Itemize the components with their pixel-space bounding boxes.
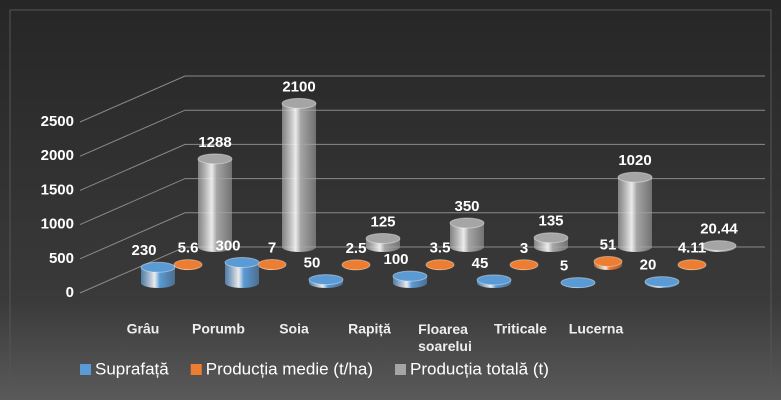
data-label: 1020 [618,152,651,169]
x-tick-label: Grâu [127,321,160,337]
cylinder-body [141,267,175,288]
y-tick-label: 500 [49,250,74,267]
cylinder-top [644,276,680,288]
cylinder-body [282,103,316,252]
cylinder [341,259,371,271]
cylinder-top [365,232,401,244]
cylinder [224,256,260,288]
cylinder-top [560,277,596,289]
y-tick-label: 1500 [41,181,74,198]
cylinder [644,276,680,288]
data-label: 5.6 [178,240,199,257]
data-label: 20 [640,257,657,274]
cylinder [533,232,569,252]
legend-swatch [394,364,406,375]
cylinder [701,240,737,252]
cylinder [140,261,176,288]
cylinder [509,259,539,271]
data-label: 5 [560,258,568,275]
cylinder-top [173,259,203,271]
cylinder [197,153,233,252]
cylinder-top [677,259,707,271]
cylinder [257,259,287,271]
cylinder [593,256,623,270]
cylinder-top [341,259,371,271]
cylinder [677,259,707,271]
cylinder-top [476,274,512,286]
legend-swatch [190,364,202,375]
cylinder-top [392,270,428,282]
grid-line [79,109,765,157]
cylinder-top [533,232,569,244]
legend-label: Producția totală (t) [410,359,549,378]
y-tick-label: 2500 [41,113,74,130]
cylinder [425,259,455,271]
data-label: 350 [454,198,479,215]
cylinder-body [198,158,232,252]
grid-line [79,246,765,294]
cylinder-top [701,240,737,252]
cylinder-top [308,274,344,286]
cylinder-top [617,171,653,183]
cylinder-top [197,153,233,165]
data-label: 300 [215,237,240,254]
y-tick-label: 1000 [41,216,74,233]
data-label: 230 [131,242,156,259]
cylinder [173,259,203,271]
y-tick-label: 0 [66,284,74,301]
data-label: 51 [600,236,617,253]
data-label: 20.44 [700,221,738,238]
x-tick-label: Rapiță [348,321,391,337]
cylinder [365,232,401,252]
data-label: 2100 [282,78,315,95]
cylinder [476,274,512,288]
grid-line [79,178,765,226]
grid-line [79,143,765,191]
cylinder-top [281,97,317,109]
grid-line [79,212,765,260]
data-label: 100 [383,251,408,268]
cylinder [449,217,485,252]
cylinder-body [618,177,652,252]
cylinder [560,277,596,289]
x-tick-label: Porumb [192,321,245,337]
data-label: 50 [304,255,321,272]
x-tick-label: Triticale [494,321,547,337]
data-label: 2.5 [346,240,367,257]
cylinder [308,274,344,288]
data-label: 3 [520,240,528,257]
legend-label: Producția medie (t/ha) [206,359,373,378]
grid-line [79,75,765,123]
cylinder-top [593,256,623,268]
cylinder-body [450,223,484,252]
data-label: 7 [268,239,276,256]
cylinder-top [257,259,287,271]
x-tick-label: Soia [279,321,309,337]
x-tick-label: Lucerna [569,321,624,337]
data-label: 1288 [198,134,231,151]
cylinder-top [224,256,260,268]
y-tick-label: 2000 [41,147,74,164]
cylinder [617,171,653,252]
cylinder-top [509,259,539,271]
cylinder-body [225,262,259,288]
cylinder-top [140,261,176,273]
x-tick-label: Floarea soarelui [418,321,472,354]
data-label: 135 [538,213,563,230]
data-label: 45 [472,255,489,272]
data-label: 125 [370,213,395,230]
legend-label: Suprafață [95,359,169,378]
data-label: 4.11 [678,240,706,257]
data-label: 3.5 [430,240,451,257]
cylinder-top [425,259,455,271]
plot-frame [9,9,772,391]
legend-swatch [80,364,91,375]
cylinder [392,270,428,288]
cylinder [281,97,317,252]
cylinder-top [449,217,485,229]
